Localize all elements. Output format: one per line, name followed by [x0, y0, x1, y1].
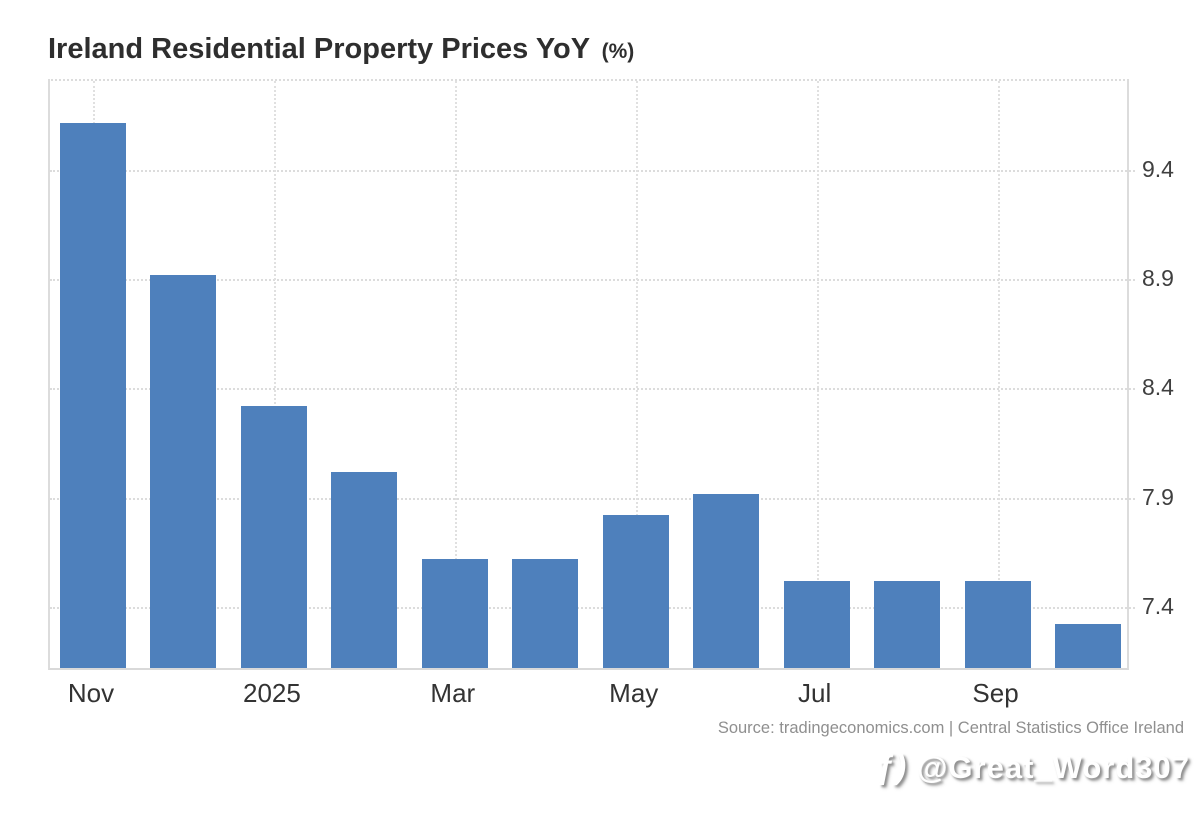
bar[interactable] — [331, 471, 398, 668]
y-tick-label: 7.4 — [1142, 592, 1174, 619]
x-tick-label: Mar — [430, 678, 476, 708]
bar[interactable] — [150, 275, 217, 668]
bar[interactable] — [964, 580, 1031, 668]
y-tick-label: 8.9 — [1142, 265, 1174, 292]
bar[interactable] — [240, 406, 307, 668]
x-gridline — [816, 81, 819, 668]
bar[interactable] — [1055, 624, 1121, 668]
x-tick-label: 2025 — [242, 678, 301, 708]
x-tick-label: Sep — [972, 678, 1019, 708]
bar[interactable] — [602, 515, 669, 668]
y-gridline — [50, 388, 1135, 391]
bar[interactable] — [783, 580, 850, 668]
x-gridline — [273, 81, 276, 668]
bar[interactable] — [421, 558, 488, 668]
watermark-handle: @Great_Word307 — [917, 750, 1190, 785]
chart-title-text: Ireland Residential Property Prices YoY — [48, 33, 590, 65]
bar[interactable] — [693, 493, 760, 668]
y-tick-label: 8.4 — [1142, 374, 1174, 401]
bar[interactable] — [60, 122, 126, 668]
chart-title: Ireland Residential Property Prices YoY … — [48, 33, 634, 66]
watermark: ƒ) @Great_Word307 — [876, 748, 1190, 786]
bar[interactable] — [874, 580, 941, 668]
x-gridline — [635, 81, 638, 668]
y-tick-label: 9.4 — [1142, 156, 1174, 183]
x-tick-label: Jul — [798, 678, 832, 708]
x-tick-label: Nov — [67, 678, 115, 708]
y-gridline — [50, 606, 1135, 609]
y-gridline — [50, 497, 1135, 500]
y-gridline — [50, 170, 1135, 173]
y-gridline — [50, 279, 1135, 282]
y-tick-label: 7.9 — [1142, 483, 1174, 510]
x-gridline — [997, 81, 1000, 668]
bar[interactable] — [512, 558, 579, 668]
plot-area — [48, 79, 1135, 670]
watermark-logo-icon: ƒ) — [875, 748, 908, 785]
x-gridline — [454, 81, 457, 668]
source-attribution: Source: tradingeconomics.com | Central S… — [717, 719, 1184, 737]
chart-title-unit: (%) — [601, 40, 635, 63]
x-tick-label: May — [609, 678, 659, 708]
